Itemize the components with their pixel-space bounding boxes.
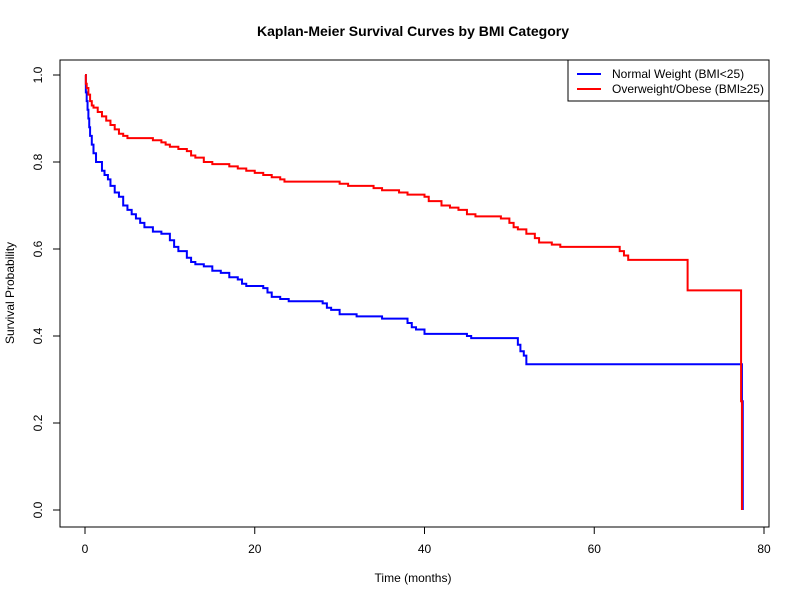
y-tick-label: 0.8 <box>31 153 45 170</box>
x-tick-label: 40 <box>418 542 432 556</box>
x-tick-label: 60 <box>588 542 602 556</box>
plot-frame <box>59 59 770 528</box>
series-layer <box>84 74 744 510</box>
y-axis-label: Survival Probability <box>3 242 17 344</box>
x-axis: 0 20 40 60 80 <box>82 526 771 556</box>
legend-label-overweight: Overweight/Obese (BMI≥25) <box>612 82 764 96</box>
legend: Normal Weight (BMI<25) Overweight/Obese … <box>567 59 770 102</box>
y-tick-label: 1.0 <box>31 66 45 83</box>
y-axis: 0.0 0.2 0.4 0.6 0.8 1.0 <box>31 66 61 518</box>
survival-curve-normal-weight <box>84 74 744 510</box>
y-tick-label: 0.0 <box>31 501 45 518</box>
survival-curve-overweight-obese <box>84 74 743 510</box>
x-tick-label: 0 <box>82 542 89 556</box>
y-tick-label: 0.4 <box>31 327 45 344</box>
x-tick-label: 80 <box>757 542 771 556</box>
y-tick-label: 0.2 <box>31 414 45 431</box>
legend-box <box>567 59 770 102</box>
chart-title: Kaplan-Meier Survival Curves by BMI Cate… <box>257 23 569 39</box>
x-tick-label: 20 <box>248 542 262 556</box>
legend-label-normal: Normal Weight (BMI<25) <box>612 67 744 81</box>
x-axis-label: Time (months) <box>375 571 452 585</box>
y-tick-label: 0.6 <box>31 240 45 257</box>
